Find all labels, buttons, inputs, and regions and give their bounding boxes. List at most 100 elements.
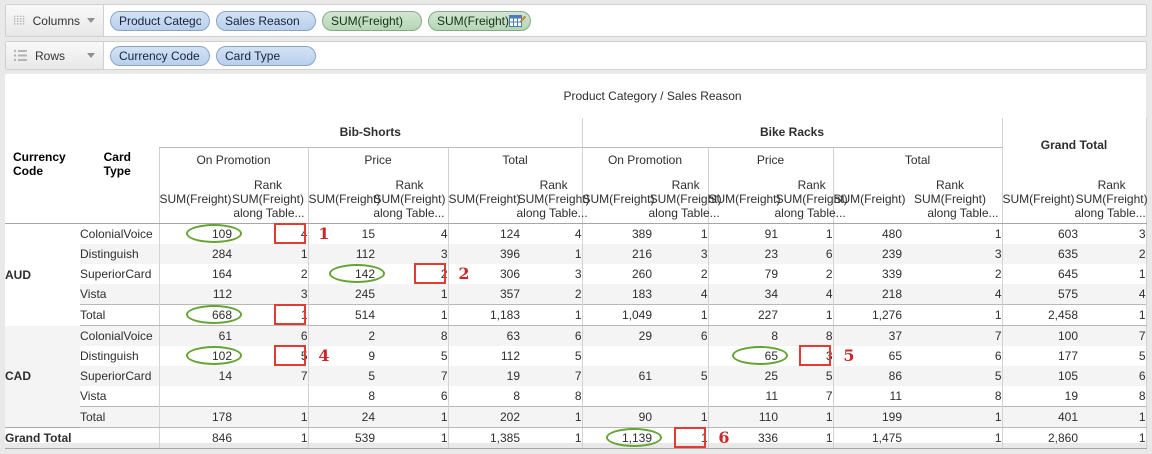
sum-cell[interactable]: 514 <box>307 304 375 326</box>
rank-cell[interactable]: 1 <box>652 304 708 326</box>
rank-cell[interactable]: 1 <box>1078 406 1147 428</box>
rank-cell[interactable]: 8 <box>375 325 448 346</box>
sum-cell[interactable]: 90 <box>581 406 652 428</box>
sum-cell[interactable]: 112 <box>447 346 520 366</box>
sum-cell[interactable]: 284 <box>158 244 232 264</box>
rank-cell[interactable]: 6 <box>232 325 308 346</box>
sum-cell[interactable]: 539 <box>307 427 375 449</box>
row-header-colonialvoice[interactable]: ColonialVoice <box>80 227 153 241</box>
rank-cell[interactable]: 1 <box>994 227 1002 241</box>
sum-cell[interactable]: 5 <box>307 366 375 386</box>
rank-cell[interactable]: 1 <box>778 427 833 449</box>
rank-cell[interactable]: 4 <box>440 227 448 241</box>
rank-cell[interactable]: 1 <box>375 427 448 449</box>
sum-cell[interactable]: 110 <box>707 406 778 428</box>
row-header-distinguish[interactable]: Distinguish <box>80 349 139 363</box>
rank-cell[interactable]: 8 <box>1078 386 1147 407</box>
measure-headers-group-4[interactable]: SUM(Freight) Rank SUM(Freight) along Table.… <box>707 172 848 224</box>
sum-cell[interactable]: 8 <box>307 386 375 407</box>
sum-cell[interactable]: 65 <box>707 346 788 366</box>
rank-cell[interactable]: 6 <box>520 325 582 346</box>
rank-cell[interactable]: 6 <box>652 325 708 346</box>
sum-cell[interactable]: 65 <box>832 346 902 366</box>
pill-currency-code[interactable]: Currency Code <box>110 45 210 66</box>
sum-cell[interactable]: 19 <box>1001 386 1078 407</box>
row-header-total[interactable]: Total <box>80 304 159 326</box>
rank-cell[interactable]: 6 <box>1078 366 1147 386</box>
rank-cell[interactable]: 4 <box>652 284 708 305</box>
columns-shelf-dropdown-icon[interactable] <box>87 18 95 23</box>
sum-cell[interactable]: 183 <box>581 284 652 305</box>
rank-cell[interactable]: 4 <box>574 227 582 241</box>
sum-cell[interactable]: 86 <box>832 366 902 386</box>
sum-cell[interactable]: 24 <box>307 406 375 428</box>
column-header-bib-shorts-on-promotion[interactable]: On Promotion <box>158 147 308 172</box>
column-header-bib-shorts-total[interactable]: Total <box>447 147 582 172</box>
sum-cell[interactable]: 401 <box>1001 406 1078 428</box>
sum-cell[interactable]: 396 <box>447 244 520 264</box>
sum-cell[interactable]: 34 <box>707 284 778 305</box>
columns-shelf[interactable]: Columns Product Category Sales Reason SUM(… <box>5 4 1147 37</box>
sum-cell[interactable]: 102 <box>158 346 242 366</box>
rank-cell[interactable] <box>652 346 708 366</box>
sum-cell[interactable]: 239 <box>832 244 902 264</box>
rank-cell[interactable]: 1 <box>375 406 448 428</box>
column-header-bike-racks[interactable]: Bike Racks <box>581 118 1002 148</box>
rank-cell[interactable]: 1 <box>1078 427 1147 449</box>
rank-cell[interactable]: 1 <box>902 406 1002 428</box>
rank-cell[interactable]: 1 <box>700 227 708 241</box>
rank-cell[interactable]: 1 <box>520 427 582 449</box>
sum-cell[interactable]: 260 <box>581 264 652 284</box>
sum-cell[interactable]: 336 <box>707 427 778 449</box>
rank-cell[interactable]: 1 <box>232 244 308 264</box>
rank-cell[interactable]: 3 <box>902 244 1002 264</box>
rank-cell[interactable]: 5 <box>574 349 582 363</box>
sum-cell[interactable]: 19 <box>447 366 520 386</box>
sum-cell[interactable]: 306 <box>447 264 520 284</box>
rank-cell[interactable]: 6 <box>440 389 448 403</box>
rank-cell[interactable]: 1 <box>778 406 833 428</box>
sum-cell[interactable]: 105 <box>1001 366 1078 386</box>
sum-cell[interactable]: 37 <box>832 325 902 346</box>
rank-cell[interactable]: 3 <box>232 284 308 305</box>
columns-shelf-label[interactable]: Columns <box>6 5 104 36</box>
rank-cell[interactable]: 1 <box>520 304 582 326</box>
sum-cell[interactable] <box>581 386 652 407</box>
sum-cell[interactable]: 1,276 <box>832 304 902 326</box>
rank-cell[interactable]: 4 <box>778 284 833 305</box>
rank-cell[interactable]: 8 <box>574 389 582 403</box>
sum-cell[interactable]: 177 <box>1001 346 1078 366</box>
rank-cell[interactable]: 1 <box>375 284 448 305</box>
sum-cell[interactable]: 29 <box>581 325 652 346</box>
sum-cell[interactable]: 202 <box>447 406 520 428</box>
sum-cell[interactable]: 61 <box>158 325 232 346</box>
column-header-bike-racks-on-promotion[interactable]: On Promotion <box>581 147 708 172</box>
column-header-grand-total[interactable]: Grand Total <box>1001 118 1147 172</box>
rank-cell[interactable]: 1 <box>375 304 448 326</box>
measure-headers-group-3[interactable]: SUM(Freight) Rank SUM(Freight) along Table.… <box>581 172 722 224</box>
rank-cell[interactable] <box>652 386 708 407</box>
sum-cell[interactable]: 1,049 <box>581 304 652 326</box>
rank-cell[interactable]: 1 <box>1078 264 1147 284</box>
sum-cell[interactable]: 2,458 <box>1001 304 1078 326</box>
rank-cell[interactable]: 5 <box>902 366 1002 386</box>
rank-cell[interactable]: 7 <box>375 366 448 386</box>
rank-cell[interactable]: 2 <box>1078 244 1147 264</box>
rank-cell[interactable]: 7 <box>1078 325 1147 346</box>
rank-cell[interactable]: 1 <box>232 304 308 326</box>
rank-cell[interactable]: 3 <box>1078 223 1147 244</box>
rank-cell[interactable]: 2 <box>700 267 708 281</box>
sum-cell[interactable]: 109 <box>158 223 242 244</box>
rank-cell[interactable]: 3 <box>574 267 582 281</box>
row-header-superiorcard[interactable]: SuperiorCard <box>80 366 159 386</box>
row-field-labels[interactable]: Currency Code Card Type <box>5 118 159 224</box>
rank-cell[interactable]: 6 <box>994 349 1002 363</box>
sum-cell[interactable]: 245 <box>307 284 375 305</box>
measure-headers-group-1[interactable]: SUM(Freight) Rank SUM(Freight) along Table.… <box>307 172 448 224</box>
rank-cell[interactable]: 2 <box>520 284 582 305</box>
rank-cell[interactable]: 1 <box>520 406 582 428</box>
sum-cell[interactable]: 216 <box>581 244 652 264</box>
sum-cell[interactable]: 15 <box>307 223 375 244</box>
sum-cell[interactable]: 14 <box>158 366 232 386</box>
